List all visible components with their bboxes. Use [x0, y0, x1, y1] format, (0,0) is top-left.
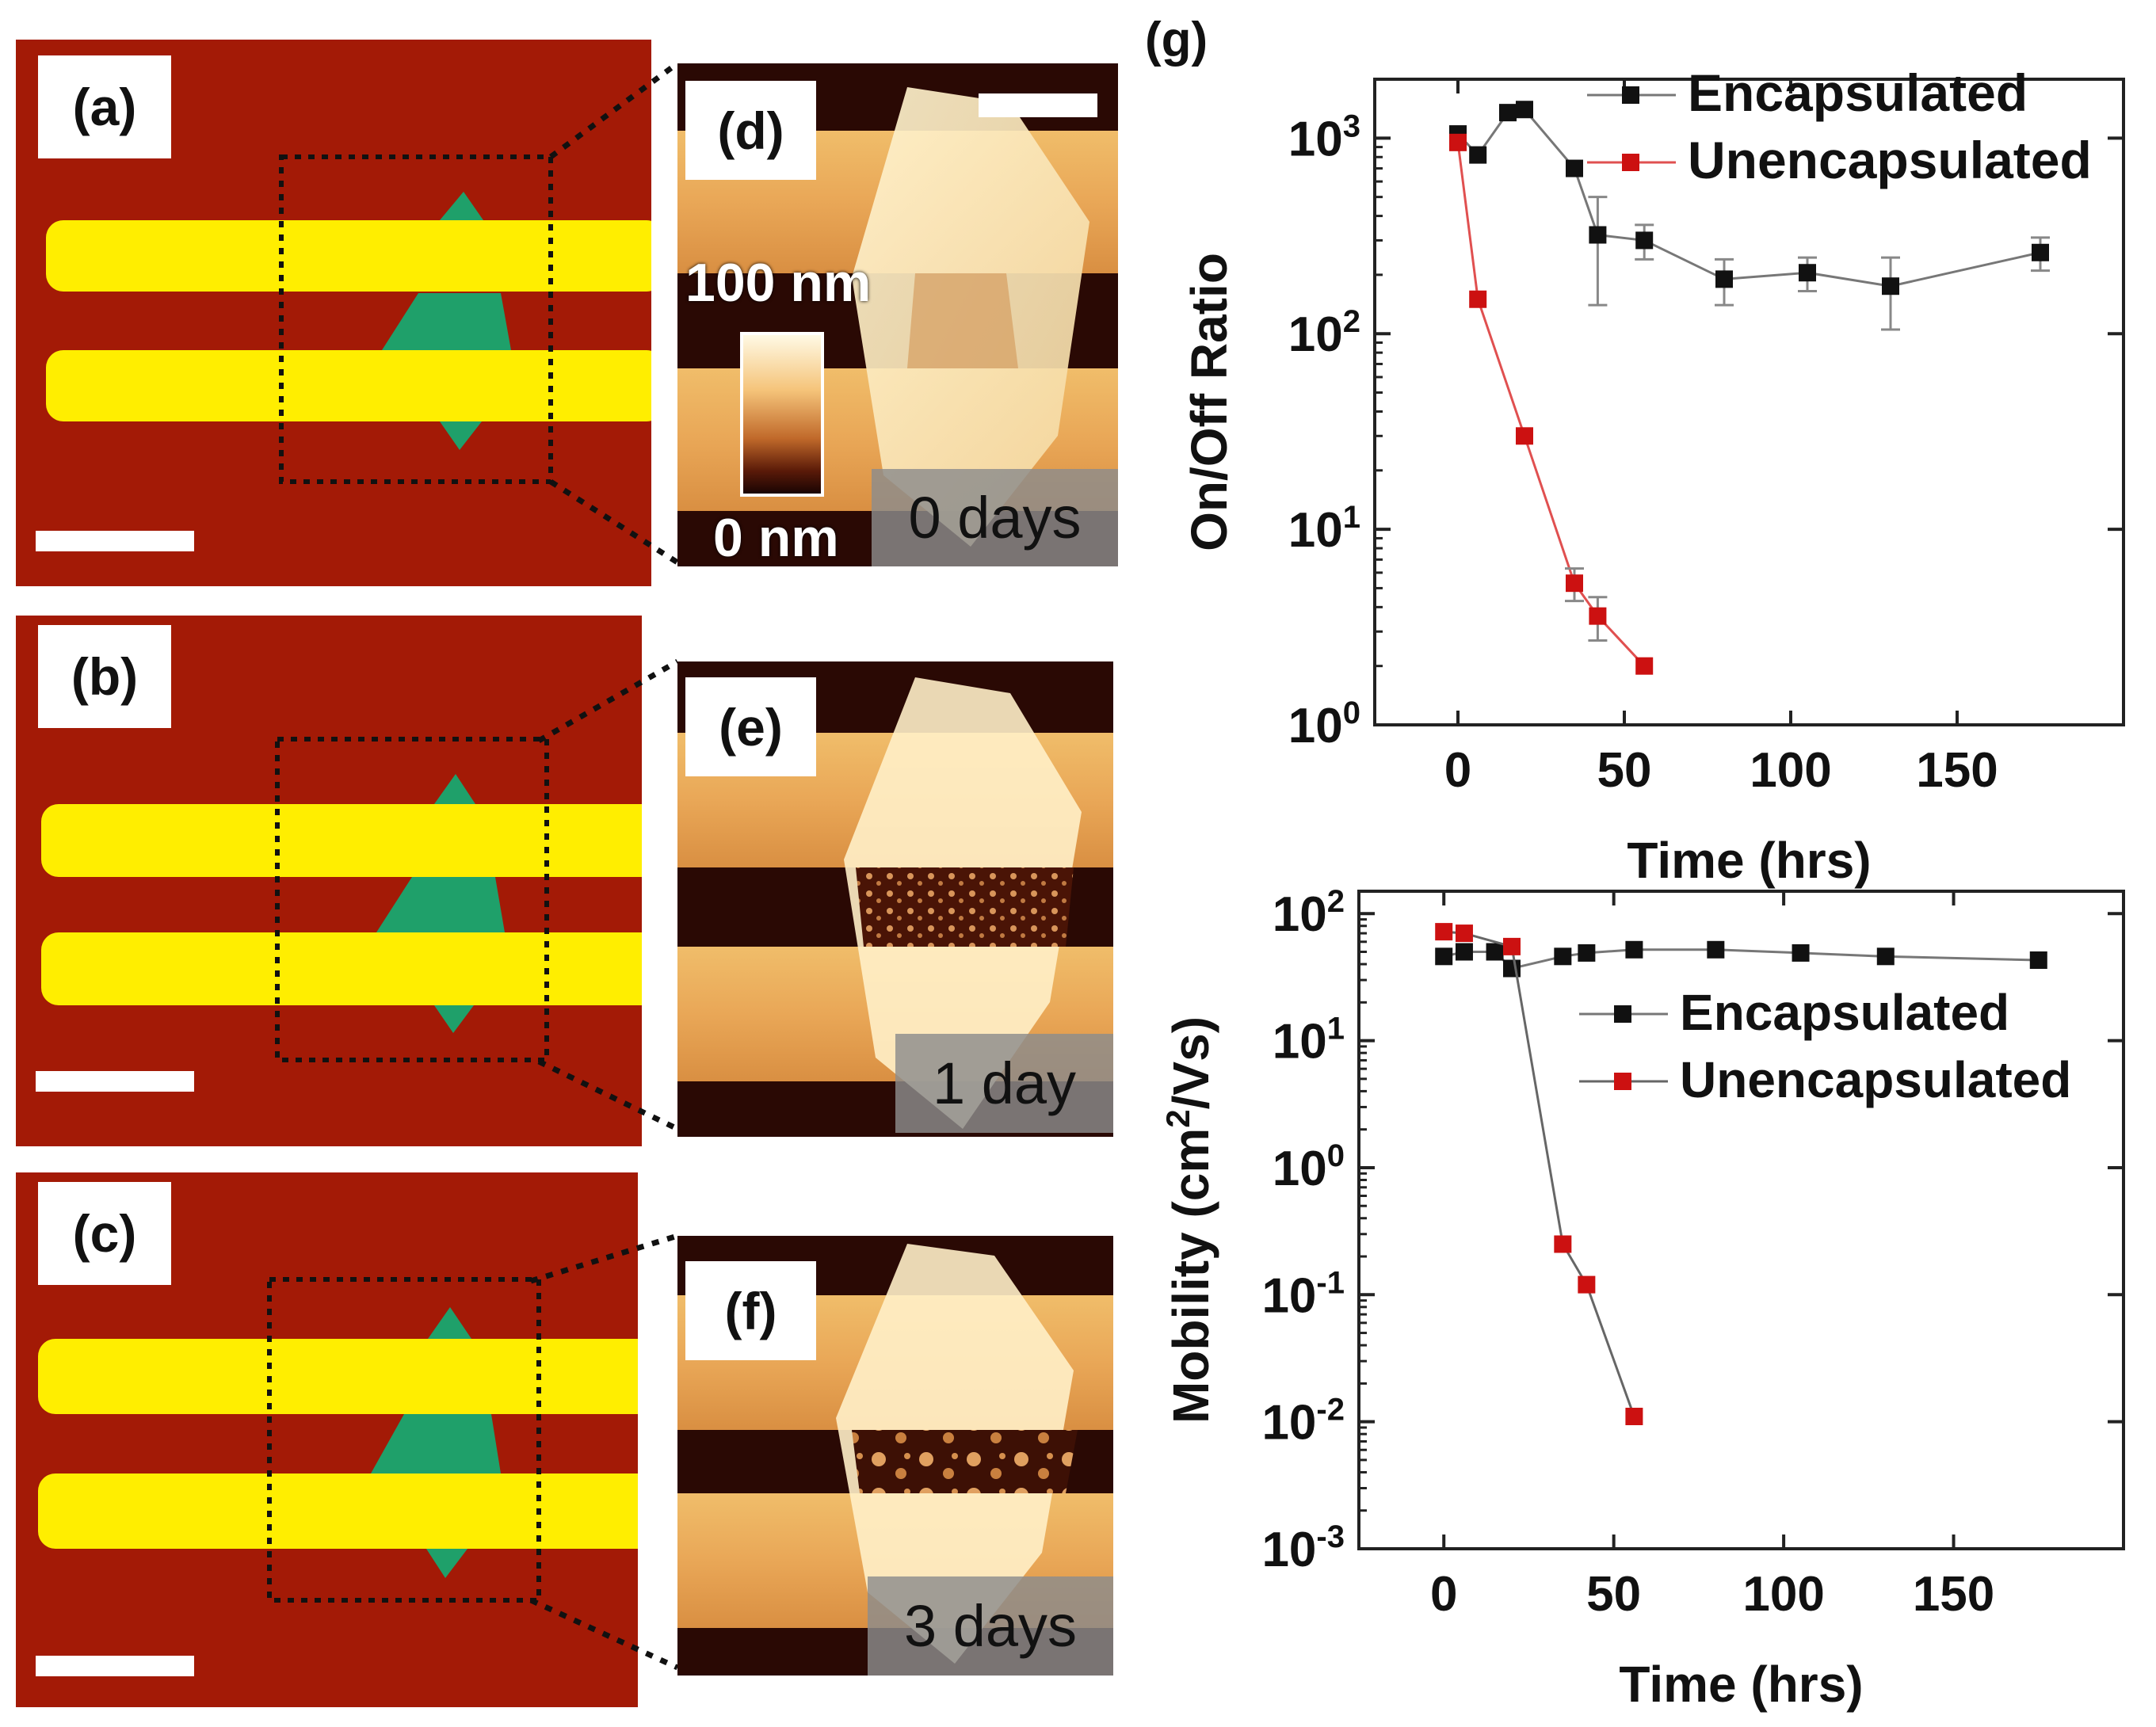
mobility-chart: 0 50 100 150 10-3 10-2 10-1 100 101 102 Time (hrs)… [1159, 884, 2125, 1713]
data-point [1566, 159, 1583, 177]
data-point [1554, 1235, 1572, 1253]
data-point [1435, 923, 1453, 941]
data-point [1499, 104, 1517, 122]
y-tick-label: 102 [1288, 304, 1360, 362]
data-point [1486, 943, 1504, 961]
y-tick-label: 103 [1288, 109, 1360, 166]
x-tick-label: 0 [1430, 1567, 1457, 1622]
data-point [1449, 133, 1467, 151]
legend-marker [1614, 1005, 1631, 1023]
x-tick-label: 150 [1916, 743, 1998, 798]
legend-marker [1622, 154, 1639, 171]
data-point [1516, 427, 1533, 445]
data-point [1435, 947, 1453, 966]
data-point [1578, 1275, 1596, 1294]
data-point [1455, 924, 1473, 943]
data-point [1578, 944, 1596, 962]
data-point [1589, 226, 1607, 244]
optical-panel-a: (a) [16, 40, 651, 586]
data-point [1635, 231, 1654, 250]
colorbar-max-label: 100 nm [685, 253, 872, 313]
plot-frame [1357, 890, 2125, 1550]
data-point [1516, 101, 1533, 119]
x-axis-label: Time (hrs) [1627, 832, 1871, 889]
panel-label-b: (b) [38, 625, 171, 728]
y-tick-label: 100 [1288, 696, 1360, 753]
data-point [1455, 943, 1473, 961]
series-line [1444, 930, 1635, 1417]
data-point [2029, 951, 2047, 970]
panel-label-f: (f) [685, 1261, 816, 1360]
data-point [1876, 947, 1895, 966]
y-tick-label: 100 [1273, 1138, 1345, 1196]
x-tick-label: 0 [1444, 743, 1471, 798]
panel-label-d: (d) [685, 81, 816, 180]
y-tick-label: 10-2 [1261, 1393, 1345, 1451]
legend-marker [1622, 86, 1639, 104]
data-point [1503, 959, 1521, 978]
legend-marker [1614, 1073, 1631, 1090]
y-tick-label: 10-3 [1261, 1519, 1345, 1577]
data-point [1566, 574, 1583, 593]
panel-label-c: (c) [38, 1182, 171, 1285]
data-point [1707, 940, 1725, 959]
data-point [1469, 146, 1487, 164]
day-label: 1 day [895, 1034, 1113, 1133]
afm-panel-e: (e) 1 day [677, 661, 1113, 1137]
y-tick-label: 101 [1273, 1012, 1345, 1069]
day-label: 0 days [872, 469, 1118, 566]
panel-label-e: (e) [685, 677, 816, 776]
panel-label-g: (g) [1145, 13, 1208, 67]
data-point [1625, 940, 1643, 959]
optical-panel-c: (c) [16, 1172, 638, 1707]
colorbar-min-label: 0 nm [713, 508, 839, 566]
x-tick-label: 100 [1742, 1567, 1824, 1622]
legend-label: Encapsulated [1688, 63, 2028, 122]
afm-panel-f: (f) 3 days [677, 1236, 1113, 1676]
series-line [1443, 948, 2039, 970]
color-scale-bar [740, 332, 824, 497]
day-label: 3 days [868, 1576, 1113, 1676]
data-point [1503, 937, 1521, 955]
optical-panel-b: (b) [16, 616, 642, 1146]
data-point [1799, 264, 1816, 282]
series-line [1456, 142, 1646, 667]
y-tick-label: 101 [1288, 500, 1360, 558]
scale-bar [36, 1071, 194, 1092]
optical-image [16, 40, 651, 586]
x-tick-label: 50 [1586, 1567, 1641, 1622]
data-point [1792, 944, 1810, 962]
scale-bar [36, 1656, 194, 1676]
x-tick-label: 100 [1750, 743, 1831, 798]
data-point [1882, 277, 1899, 295]
data-point [1635, 657, 1654, 675]
data-point [1625, 1408, 1643, 1426]
y-axis-label: On/Off Ratio [1181, 253, 1238, 551]
data-point [1715, 270, 1733, 288]
afm-panel-d: (d) 100 nm 0 nm 0 days [677, 63, 1118, 566]
data-point [1589, 607, 1607, 625]
scale-bar [36, 531, 194, 551]
legend-label: Unencapsulated [1680, 1051, 2071, 1108]
legend-label: Encapsulated [1680, 984, 2009, 1041]
scale-bar [979, 93, 1097, 117]
x-axis-label: Time (hrs) [1619, 1656, 1863, 1713]
legend-label: Unencapsulated [1688, 131, 2092, 189]
on-off-ratio-chart: 0 50 100 150 100 101 102 103 Time (hrs) On/Off Ra… [1181, 63, 2125, 889]
data-point [1469, 290, 1487, 308]
data-point [2032, 243, 2049, 261]
x-tick-label: 50 [1597, 743, 1652, 798]
y-axis-label: Mobility (cm2/Vs) [1159, 1016, 1219, 1424]
x-tick-label: 150 [1913, 1567, 1994, 1622]
data-point [1554, 947, 1572, 966]
panel-label-a: (a) [38, 55, 171, 158]
plot-frame [1373, 78, 2125, 726]
y-tick-label: 102 [1273, 884, 1345, 942]
y-tick-label: 10-1 [1261, 1265, 1345, 1323]
